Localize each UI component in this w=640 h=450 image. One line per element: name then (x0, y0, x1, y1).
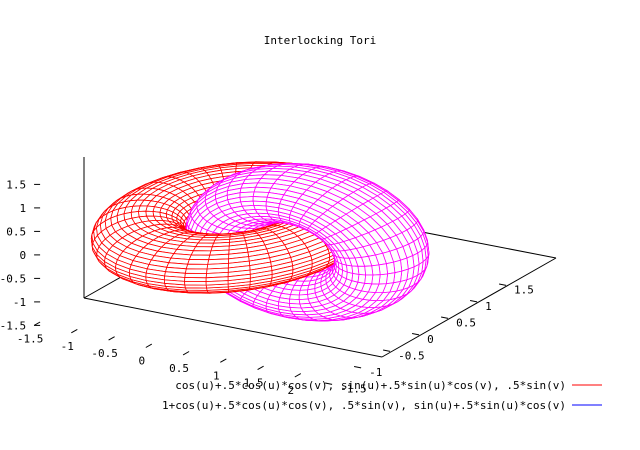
y-tick-mark (441, 316, 449, 319)
x-tick-mark (220, 358, 227, 363)
x-tick-label: 2 (287, 384, 294, 397)
chart-title: Interlocking Tori (264, 34, 377, 47)
y-tick-mark (412, 333, 420, 336)
torus-1-mesh-cell (192, 246, 213, 252)
x-tick-mark (257, 365, 264, 371)
y-axis-line (381, 257, 557, 358)
y-tick-mark (499, 283, 507, 286)
z-tick-label: 0 (19, 249, 26, 262)
legend: cos(u)+.5*cos(u)*cos(v), sin(u)+.5*sin(u… (162, 379, 602, 412)
x-tick-label: 1 (213, 369, 220, 382)
y-tick-label: -1 (369, 366, 382, 379)
x-tick-label: -1.5 (17, 332, 44, 345)
z-tick-label: 1 (19, 202, 26, 215)
x-tick-label: 1.5 (244, 377, 264, 390)
x-tick-label: -1 (61, 340, 74, 353)
z-tick-label: 0.5 (6, 225, 26, 238)
torus-1-mesh-cell (190, 250, 212, 256)
legend-label-series-2: 1+cos(u)+.5*cos(u)*cos(v), .5*sin(v), si… (162, 399, 566, 412)
x-tick-mark (182, 351, 190, 356)
torus-1-mesh-cell (187, 259, 210, 265)
torus-1-mesh-cell (188, 254, 211, 261)
x-axis-line (83, 297, 383, 358)
z-tick-labels: 1.5 1 0.5 0 -0.5 -1 -1.5 (0, 178, 26, 332)
y-tick-label: 0 (427, 333, 434, 346)
x-tick-label: 0 (138, 355, 145, 368)
x-tick-mark (108, 336, 115, 341)
y-tick-labels: -1.5 -1 -0.5 0 0.5 1 1.5 (340, 283, 534, 395)
x-tick-mark (294, 373, 302, 378)
x-tick-label: 0.5 (169, 362, 189, 375)
torus-2-mesh-cell (364, 274, 374, 285)
x-tick-mark (33, 321, 41, 326)
y-tick-mark (470, 300, 478, 303)
y-tick-mark (383, 349, 391, 352)
legend-label-series-1: cos(u)+.5*cos(u)*cos(v), sin(u)+.5*sin(u… (175, 379, 566, 392)
y-tick-label: 1.5 (514, 283, 534, 296)
y-tick-label: 1 (485, 300, 492, 313)
z-tick-label: -0.5 (0, 272, 26, 285)
y-tick-label: -1.5 (340, 382, 367, 395)
surface-mesh (90, 161, 430, 322)
y-tick-mark (325, 382, 333, 385)
torus-2-mesh-cell (254, 209, 269, 215)
torus-1-mesh-cell (184, 280, 207, 286)
y-tick-mark (354, 366, 362, 369)
y-tick-label: 0.5 (456, 316, 476, 329)
z-tick-label: 1.5 (6, 178, 26, 191)
x-tick-mark (145, 343, 153, 348)
torus-2-mesh-cell (364, 265, 374, 276)
torus-2-mesh-cell (289, 289, 301, 296)
torus-1-mesh-cell (194, 242, 215, 248)
z-tick-label: -1.5 (0, 319, 26, 332)
x-tick-labels: -1.5 -1 -0.5 0 0.5 1 1.5 2 (17, 332, 294, 397)
tick-marks (33, 183, 507, 385)
x-tick-label: -0.5 (91, 347, 118, 360)
torus-1-mesh-cell (184, 272, 207, 279)
torus-1-mesh-cell (205, 280, 229, 286)
torus-1-mesh-cell (184, 268, 208, 274)
torus-1-mesh-cell (145, 210, 155, 217)
torus-1-mesh-cell (185, 263, 209, 270)
torus-1-mesh-cell (184, 277, 207, 283)
z-tick-label: -1 (13, 296, 26, 309)
x-tick-mark (71, 328, 78, 334)
y-tick-label: -0.5 (398, 349, 425, 362)
